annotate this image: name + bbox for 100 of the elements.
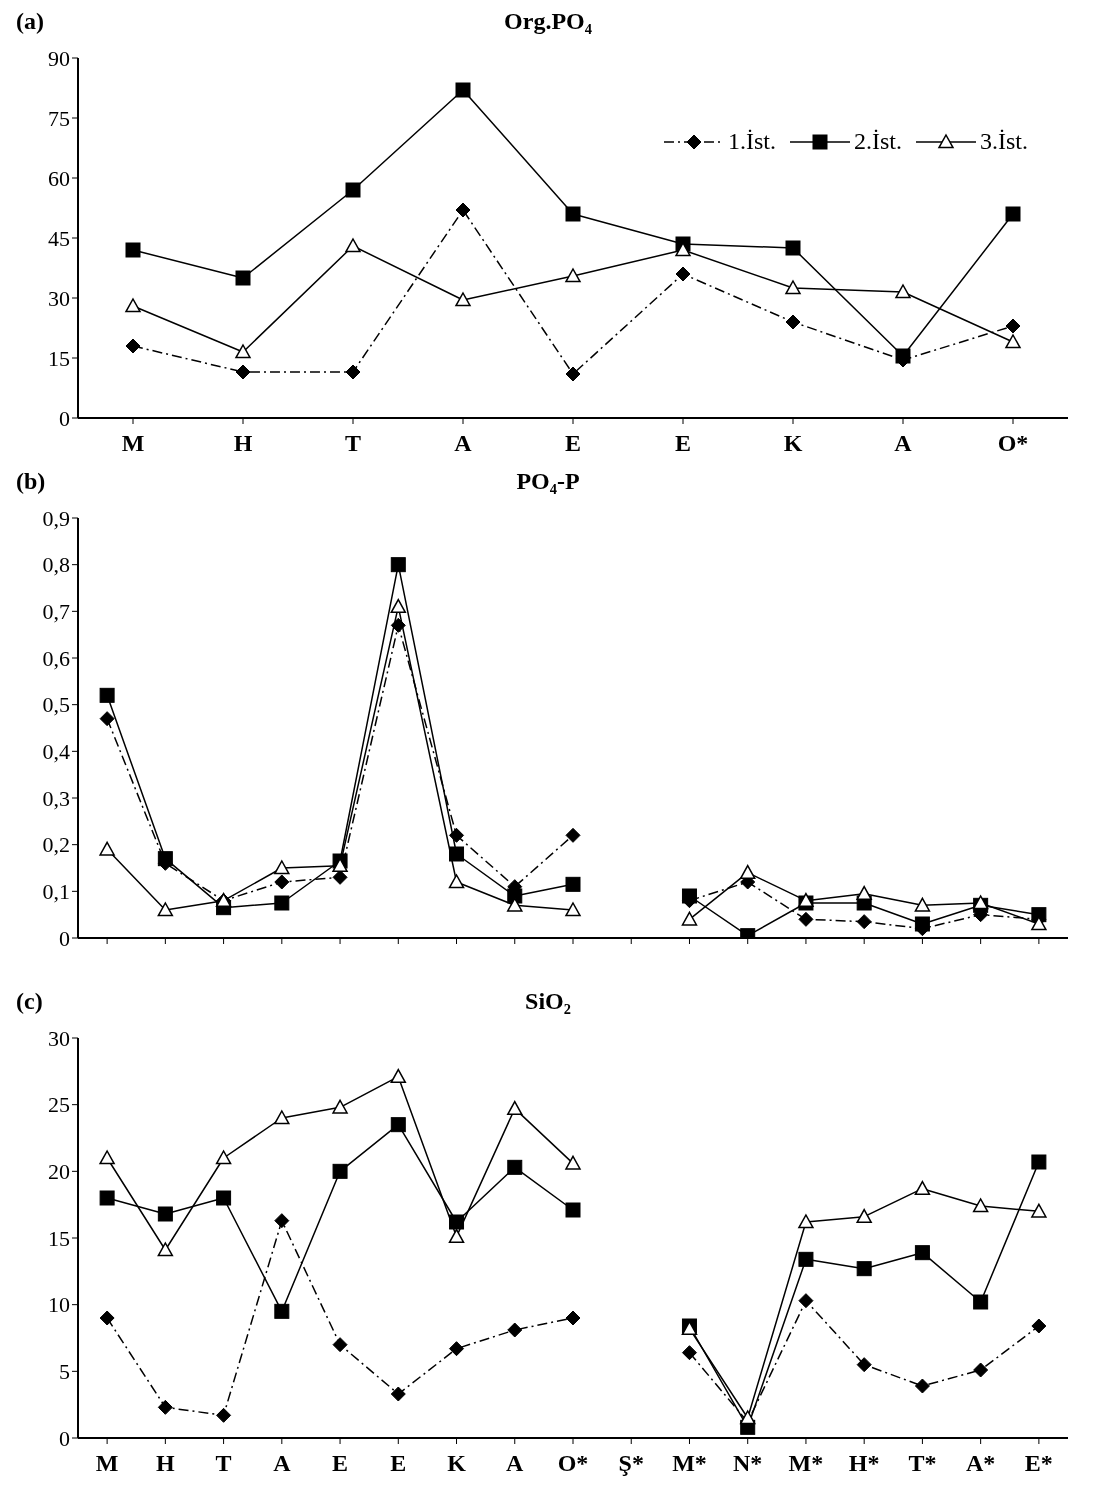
y-tick-label: 0,4	[42, 739, 70, 765]
y-tick-label: 25	[48, 1092, 70, 1118]
x-tick-label: T	[215, 1450, 232, 1477]
y-tick-label: 30	[48, 1025, 70, 1051]
point	[125, 242, 141, 258]
point	[448, 874, 465, 889]
point	[99, 711, 115, 727]
point	[157, 851, 173, 867]
point	[332, 1099, 348, 1114]
point	[914, 916, 930, 932]
point	[565, 1155, 581, 1170]
point	[973, 1362, 989, 1378]
point	[681, 911, 698, 926]
point	[565, 366, 581, 382]
point	[235, 364, 251, 380]
legend-label: 2.İst.	[853, 128, 902, 155]
point	[390, 557, 406, 573]
point	[216, 1190, 232, 1206]
point	[345, 364, 361, 380]
x-tick-label: T	[344, 430, 362, 457]
point	[125, 338, 141, 354]
point	[274, 895, 290, 911]
chart-title: SiO₂	[525, 988, 571, 1014]
point	[856, 885, 872, 901]
point	[798, 1293, 814, 1309]
point	[274, 1213, 290, 1229]
point	[274, 860, 290, 875]
y-tick-label: 0	[59, 405, 70, 431]
point	[345, 182, 361, 198]
text: (c)	[16, 988, 43, 1015]
x-tick-label: K	[783, 430, 803, 457]
x-tick-label: O*	[997, 430, 1029, 457]
point	[681, 888, 697, 904]
point	[99, 1190, 115, 1206]
point	[565, 1310, 581, 1326]
point	[274, 1303, 290, 1319]
point	[390, 1386, 406, 1402]
x-tick-label: A*	[965, 1450, 996, 1477]
point	[675, 266, 691, 282]
point	[565, 876, 581, 892]
y-tick-label: 60	[48, 165, 70, 191]
point	[216, 1407, 232, 1423]
x-tick-label: E	[390, 1450, 407, 1477]
y-tick-label: 45	[48, 225, 70, 251]
point	[856, 1357, 872, 1373]
point	[390, 1117, 406, 1133]
x-tick-label: E*	[1024, 1450, 1053, 1477]
y-tick-label: 0,2	[42, 832, 70, 858]
x-tick-label: A	[454, 430, 473, 457]
y-tick-label: 0	[59, 1425, 70, 1451]
x-tick-label: E	[564, 430, 582, 457]
y-tick-label: 75	[48, 105, 70, 131]
y-tick-label: 20	[48, 1159, 70, 1185]
point	[1031, 1154, 1047, 1170]
y-tick-label: 5	[59, 1359, 70, 1385]
y-tick-label: 0,9	[42, 505, 70, 531]
x-tick-label: M*	[788, 1450, 824, 1477]
point	[895, 284, 911, 299]
point	[785, 314, 801, 330]
point	[332, 1337, 348, 1353]
point	[914, 897, 931, 912]
point	[856, 1261, 872, 1277]
point	[274, 1110, 290, 1125]
point	[507, 1100, 523, 1116]
y-tick-label: 10	[48, 1292, 70, 1318]
x-tick-label: H*	[848, 1450, 880, 1477]
point	[390, 1068, 407, 1084]
point	[449, 1214, 465, 1230]
y-tick-label: 0,6	[42, 645, 70, 671]
point	[215, 1150, 232, 1165]
point	[157, 1399, 173, 1415]
point	[449, 827, 465, 843]
point	[157, 902, 174, 917]
point	[99, 1150, 115, 1165]
x-tick-label: M	[95, 1450, 119, 1477]
point	[565, 206, 581, 222]
y-tick-label: 15	[48, 345, 70, 371]
x-tick-label: M*	[672, 1450, 707, 1477]
point	[856, 914, 872, 930]
y-tick-label: 0,1	[42, 879, 70, 905]
x-tick-label: A	[894, 430, 913, 457]
x-tick-label: E	[332, 1450, 349, 1477]
point	[1031, 1203, 1047, 1218]
x-tick-label: A	[506, 1450, 525, 1477]
x-tick-label: H	[156, 1450, 176, 1477]
point	[681, 1345, 697, 1361]
y-tick-label: 0,5	[42, 692, 70, 718]
point	[739, 1410, 756, 1425]
point	[798, 1251, 814, 1267]
x-tick-label: M	[121, 430, 145, 457]
point	[973, 1294, 989, 1310]
point	[455, 292, 471, 307]
point	[125, 298, 141, 313]
point	[972, 1198, 989, 1213]
point	[565, 902, 581, 917]
y-tick-label: 0,8	[42, 552, 70, 578]
point	[345, 238, 361, 253]
point	[274, 874, 290, 890]
point	[99, 841, 115, 856]
point	[507, 1159, 523, 1175]
